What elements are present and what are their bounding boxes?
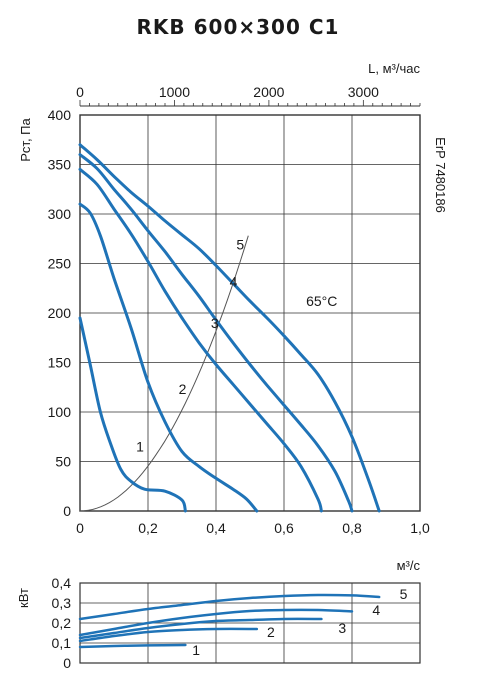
top-tick-label: 0 [76,84,84,100]
power-curve-label: 5 [400,586,408,602]
chart-title: RKB 600×300 C1 [137,15,340,39]
power-y-tick-label: 0,4 [52,575,72,591]
pressure-curve-1 [78,316,187,513]
y-tick-label: 300 [48,206,72,222]
y-tick-label: 350 [48,157,72,173]
curve-label: 65°C [306,293,337,309]
x-tick-label: 0,2 [138,520,158,536]
y-tick-label: 200 [48,305,72,321]
power-curve-label: 4 [372,602,380,618]
y-tick-label: 50 [55,454,71,470]
curve-label: 2 [179,381,187,397]
curve-label: 4 [230,273,238,289]
power-series-labels: 1 2 3 4 5 [192,586,407,658]
y-tick-label: 100 [48,404,72,420]
power-series [78,593,381,649]
pressure-curve-2 [78,202,259,513]
power-curve-3 [78,617,323,640]
power-y-tick-label: 0 [63,655,71,671]
x-tick-label: 1,0 [410,520,430,536]
power-curve-label: 3 [338,620,346,636]
main-grid [79,114,421,512]
y-tick-label: 250 [48,256,72,272]
x-tick-label: 0,4 [206,520,226,536]
power-y-tick-label: 0,3 [52,595,72,611]
x-tick-label: 0,8 [342,520,362,536]
main-series-labels: 1 2 3 4 5 65°C [136,237,337,455]
power-curve-4 [78,608,354,637]
top-tick-label: 2000 [253,84,284,100]
curve-label: 3 [211,315,219,331]
power-ticks: 0 0,1 0,2 0,3 0,4 [52,575,72,671]
main-ticks: 0 0,2 0,4 0,6 0,8 1,0050100150200250300350400… [48,84,430,536]
power-y-tick-label: 0,2 [52,615,72,631]
power-curve-2 [78,627,259,643]
power-y-tick-label: 0,1 [52,635,72,651]
power-curve-5 [78,593,381,621]
power-curve-label: 1 [192,642,200,658]
y-tick-label: 0 [63,503,71,519]
y-tick-label: 150 [48,355,72,371]
power-curve-label: 2 [267,624,275,640]
power-curve-1 [78,643,187,649]
main-series [78,143,381,513]
power-grid [79,582,421,664]
top-axis-label: L, м³/час [368,61,420,76]
model-code: ErP 7480186 [433,137,448,213]
top-tick-label: 3000 [348,84,379,100]
x-axis-label: м³/с [397,558,421,573]
pressure-curve-3 [78,167,323,513]
top-tick-label: 1000 [159,84,190,100]
x-tick-label: 0 [76,520,84,536]
power-plot-frame [79,582,421,664]
pressure-curve-4 [78,153,354,513]
y-tick-label: 400 [48,107,72,123]
y-axis-label: Pст, Па [18,117,33,161]
curve-label: 5 [236,237,244,253]
pressure-curve-5 [78,143,381,513]
curve-label: 1 [136,439,144,455]
plot-frame [79,114,421,512]
system-curve [79,235,249,512]
x-tick-label: 0,6 [274,520,294,536]
power-axis-label: кВт [16,588,31,608]
